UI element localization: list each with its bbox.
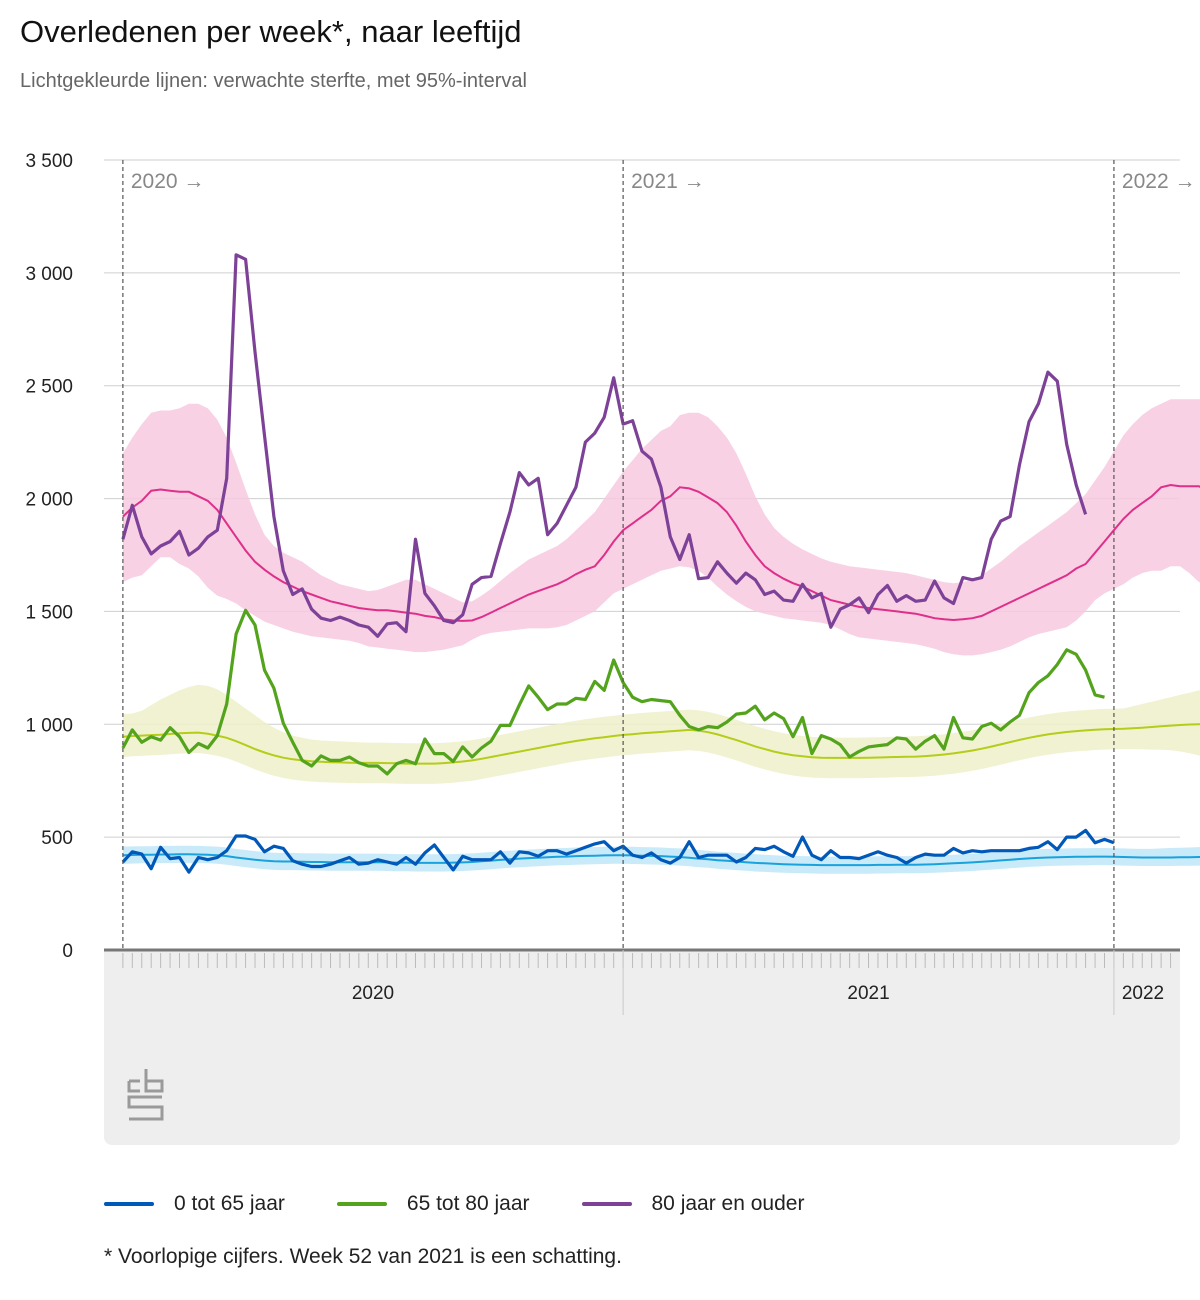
legend-label: 80 jaar en ouder (651, 1192, 805, 1215)
chart-title: Overledenen per week*, naar leeftijd (20, 14, 522, 49)
cbs-logo-icon (126, 1067, 166, 1128)
legend-item-80-plus[interactable]: 80 jaar en ouder (581, 1192, 805, 1216)
expected-band-2 (122, 399, 1200, 656)
series-line-0 (121, 828, 1115, 874)
legend-item-0-65[interactable]: 0 tot 65 jaar (104, 1192, 285, 1216)
y-tick-label: 1 000 (25, 715, 73, 736)
legend-item-65-80[interactable]: 65 tot 80 jaar (336, 1192, 530, 1216)
expected-bands (122, 399, 1200, 874)
legend-label: 65 tot 80 jaar (406, 1192, 530, 1215)
legend-label: 0 tot 65 jaar (174, 1192, 285, 1215)
series-lines (121, 253, 1115, 874)
legend: 0 tot 65 jaar 65 tot 80 jaar 80 jaar en … (104, 1192, 856, 1216)
y-tick-labels: 0 500 1 000 1 500 2 000 2 500 3 000 3 500 (25, 151, 73, 962)
year-marker-label: 2020 → (131, 170, 205, 193)
expected-band-1 (122, 684, 1200, 784)
series-line-2 (121, 253, 1088, 638)
y-tick-label: 1 500 (25, 602, 73, 623)
x-axis-background (104, 950, 1180, 1145)
legend-swatch (336, 1202, 387, 1206)
year-markers: 2020 → 2021 → 2022 → (122, 160, 1196, 950)
legend-swatch (104, 1202, 154, 1206)
legend-swatch (581, 1202, 632, 1206)
y-tick-label: 2 000 (25, 490, 73, 511)
y-tick-label: 2 500 (25, 377, 73, 398)
year-marker-label: 2022 → (1122, 170, 1196, 193)
x-year-label: 2022 (1122, 983, 1164, 1004)
chart-subtitle: Lichtgekleurde lijnen: verwachte sterfte… (20, 70, 527, 92)
y-tick-label: 0 (62, 941, 73, 962)
y-tick-label: 3 000 (25, 264, 73, 285)
footnote: * Voorlopige cijfers. Week 52 van 2021 i… (104, 1245, 622, 1268)
x-year-label: 2021 (847, 983, 889, 1004)
x-axis-panel: 2020 2021 2022 (104, 948, 1180, 1145)
y-tick-label: 500 (41, 828, 73, 849)
y-tick-label: 3 500 (25, 151, 73, 172)
x-year-label: 2020 (352, 983, 394, 1004)
year-marker-label: 2021 → (631, 170, 705, 193)
series-line-1 (121, 608, 1105, 776)
expected-line-0 (122, 853, 1200, 867)
